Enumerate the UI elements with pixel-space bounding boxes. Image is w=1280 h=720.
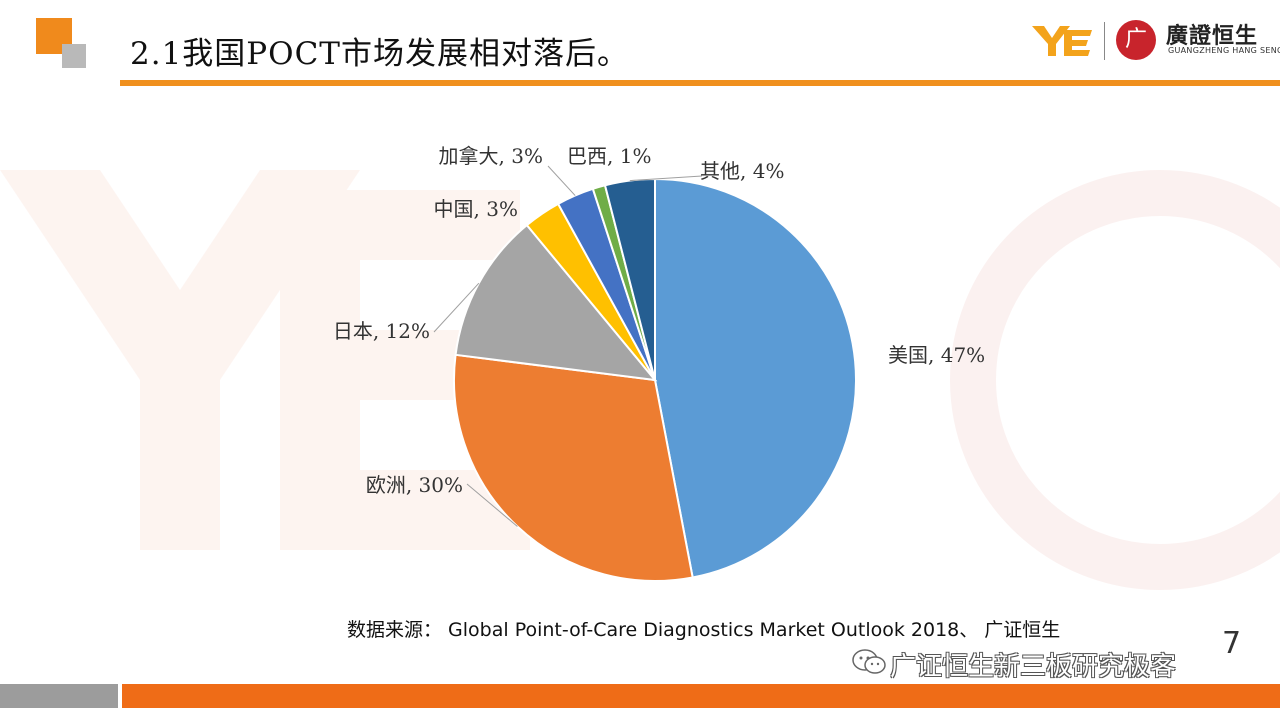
wechat-watermark-text: 广证恒生新三板研究极客 [890,652,1177,682]
data-label-6: 巴西, 1% [567,144,651,168]
data-label-7: 其他, 4% [700,159,784,183]
pie-slice-2 [453,353,694,582]
footer-bar-gray [0,684,118,708]
corner-square-gray [62,44,86,68]
data-label-1: 美国, 47% [888,343,985,367]
wechat-icon [852,649,886,674]
data-label-3: 日本, 12% [333,319,430,343]
page-number: 7 [1222,626,1242,661]
company-name: 廣證恒生 [1166,24,1259,49]
ye-logo-icon [1032,26,1092,56]
pie-slice-1 [654,177,857,579]
leader-line-3 [433,282,480,333]
data-label-4: 中国, 3% [434,197,518,221]
data-label-2: 欧洲, 30% [366,473,463,497]
page-title: 2.1我国POCT市场发展相对落后。 [130,36,629,72]
data-label-5: 加拿大, 3% [439,144,543,168]
ye-watermark [0,170,530,550]
logo-divider [1104,22,1105,60]
data-source: 数据来源： Global Point-of-Care Diagnostics M… [347,619,1061,641]
company-name-en: GUANGZHENG HANG SENG [1168,46,1280,55]
footer-bar-orange [122,684,1280,708]
leader-line-5 [547,165,576,196]
title-underline [120,80,1280,86]
seal-logo-icon: 广 [1116,20,1156,60]
pie-slice-3 [454,223,658,382]
leader-line-2 [466,483,518,527]
leader-line-7 [629,175,703,182]
